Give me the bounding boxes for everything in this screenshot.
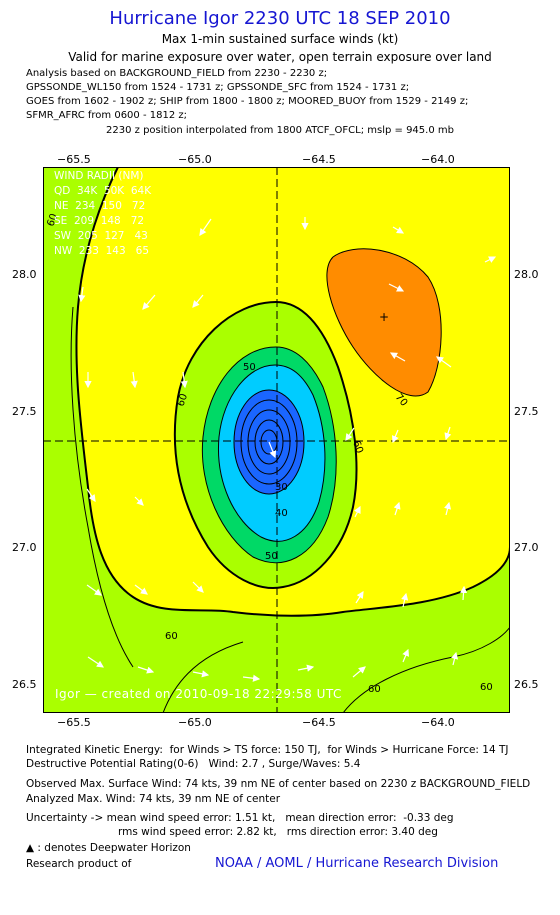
- contour-label: 60: [45, 212, 60, 228]
- y-tick-right: 27.5: [514, 405, 539, 418]
- analysis-line: SFMR_AFRC from 0600 - 1812 z;: [26, 110, 187, 121]
- x-tick-top: −65.0: [178, 153, 212, 166]
- analysis-line: GPSSONDE_WL150 from 1524 - 1731 z; GPSSO…: [26, 82, 410, 93]
- y-tick-right: 28.0: [514, 268, 539, 281]
- research-line: Research product of: [26, 858, 132, 870]
- created-stamp: Igor — created on 2010-09-18 22:29:58 UT…: [55, 687, 342, 701]
- y-tick-right: 27.0: [514, 541, 539, 554]
- an-max-line: Analyzed Max. Wind: 74 kts, 39 nm NE of …: [26, 793, 281, 805]
- y-tick-right: 26.5: [514, 678, 539, 691]
- dpr-line: Destructive Potential Rating(0-6) Wind: …: [26, 758, 361, 770]
- x-tick-bottom: −64.0: [421, 716, 455, 729]
- y-tick-left: 28.0: [12, 268, 37, 281]
- y-tick-left: 27.0: [12, 541, 37, 554]
- wind-radii-row: NE 234 150 72: [54, 200, 146, 212]
- x-tick-bottom: −65.5: [57, 716, 91, 729]
- y-tick-left: 26.5: [12, 678, 37, 691]
- map-title: Hurricane Igor 2230 UTC 18 SEP 2010: [109, 8, 451, 29]
- contour-label: 60: [175, 392, 190, 408]
- obs-max-line: Observed Max. Surface Wind: 74 kts, 39 n…: [26, 778, 531, 790]
- x-tick-top: −64.0: [421, 153, 455, 166]
- x-tick-bottom: −65.0: [178, 716, 212, 729]
- wind-radii-row: SW 205 127 43: [54, 230, 148, 242]
- deepwater-symbol: ▲: [26, 842, 35, 854]
- wind-radii-row: SE 209 148 72: [54, 215, 145, 227]
- analysis-line: Analysis based on BACKGROUND_FIELD from …: [26, 68, 328, 79]
- x-tick-top: −64.5: [302, 153, 336, 166]
- contour-label: 60: [480, 682, 493, 693]
- field-80: [326, 248, 442, 397]
- contour-label: 30: [275, 482, 288, 493]
- wind-vectors: [78, 217, 497, 682]
- valid-note: Valid for marine exposure over water, op…: [68, 50, 492, 64]
- deepwater-legend: ▲ : denotes Deepwater Horizon: [26, 842, 191, 854]
- wind-radii-table: WIND RADII (NM) QD 34K 50K 64K NE 234 150 …: [54, 169, 151, 259]
- uncertainty-line: Uncertainty -> mean wind speed error: 1.…: [26, 812, 454, 824]
- deepwater-text: : denotes Deepwater Horizon: [37, 842, 191, 854]
- y-tick-left: 27.5: [12, 405, 37, 418]
- x-tick-bottom: −64.5: [302, 716, 336, 729]
- contour-label: 60: [165, 631, 178, 642]
- contour-label: 60: [368, 684, 381, 695]
- x-tick-top: −65.5: [57, 153, 91, 166]
- analysis-line: GOES from 1602 - 1902 z; SHIP from 1800 …: [26, 96, 469, 107]
- contour-label: 50: [265, 551, 278, 562]
- uncertainty-rms-line: rms wind speed error: 2.82 kt, rms direc…: [118, 826, 438, 838]
- position-note: 2230 z position interpolated from 1800 A…: [106, 125, 454, 136]
- contour-label: 60: [350, 439, 365, 455]
- wind-radii-header: WIND RADII (NM): [54, 170, 144, 182]
- svg-text:+: +: [379, 310, 389, 324]
- wind-radii-cols: QD 34K 50K 64K: [54, 185, 152, 197]
- map-subtitle: Max 1-min sustained surface winds (kt): [161, 32, 399, 46]
- analysis-sources: Analysis based on BACKGROUND_FIELD from …: [26, 67, 468, 123]
- contour-label: 50: [243, 362, 256, 373]
- ike-line: Integrated Kinetic Energy: for Winds > T…: [26, 744, 509, 756]
- wind-field-map: + 60 60 60 60 60 50 50 40 30 70 60: [43, 167, 510, 713]
- wind-radii-row: NW 233 143 65: [54, 245, 150, 257]
- contour-label: 40: [275, 508, 288, 519]
- org-name: NOAA / AOML / Hurricane Research Divisio…: [215, 856, 499, 871]
